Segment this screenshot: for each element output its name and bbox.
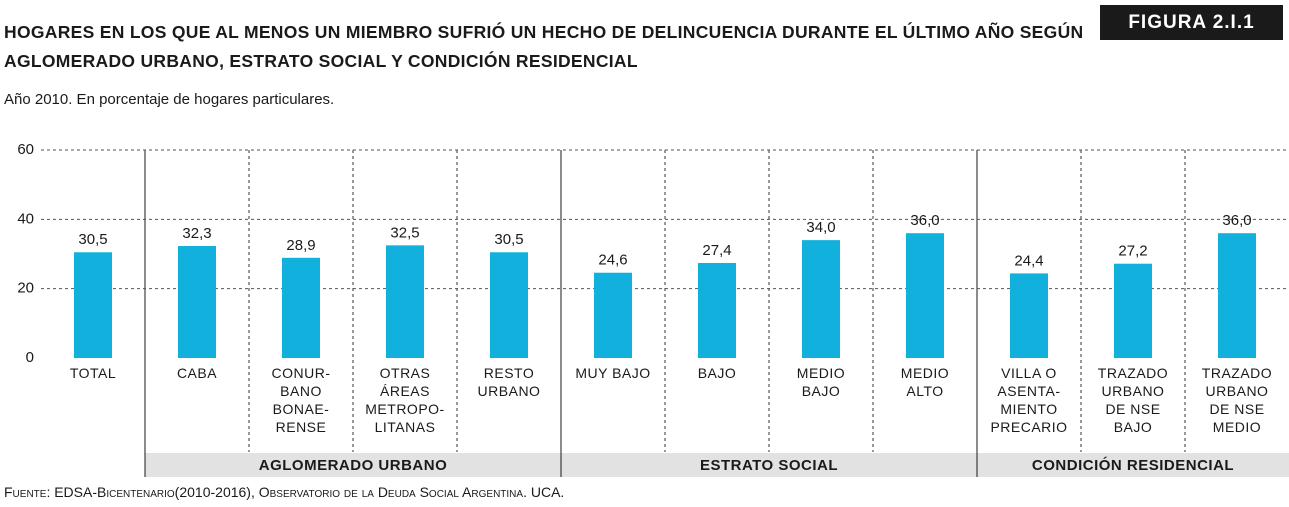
y-tick-label: 40 — [17, 210, 34, 227]
value-label: 27,2 — [1118, 243, 1147, 260]
x-tick-label: TRAZADO URBANO DE NSE BAJO — [1097, 365, 1169, 435]
value-label: 34,0 — [806, 219, 835, 236]
x-tick-label: MUY BAJO — [575, 365, 651, 381]
source: Fuente: EDSA-Bicentenario(2010-2016), Ob… — [4, 484, 565, 500]
value-label: 24,6 — [598, 252, 627, 269]
x-tick-label: VILLA O ASENTA- MIENTO PRECARIO — [990, 365, 1068, 435]
group-band — [145, 453, 1289, 477]
bar — [906, 233, 944, 358]
bar — [594, 272, 632, 358]
value-label: 32,3 — [182, 225, 211, 242]
value-label: 27,4 — [702, 242, 731, 259]
value-label: 36,0 — [910, 212, 939, 229]
group-label: ESTRATO SOCIAL — [700, 457, 838, 474]
x-tick-label: CONUR- BANO BONAE- RENSE — [271, 365, 331, 435]
value-label: 30,5 — [494, 231, 523, 248]
x-tick-label: RESTO URBANO — [477, 365, 541, 399]
subtitle: Año 2010. En porcentaje de hogares parti… — [4, 91, 335, 108]
value-label: 28,9 — [286, 237, 315, 254]
bar — [178, 246, 216, 358]
y-tick-label: 0 — [26, 349, 34, 366]
value-label: 24,4 — [1014, 252, 1043, 269]
bar — [386, 245, 424, 358]
bar — [490, 252, 528, 358]
value-label: 36,0 — [1222, 212, 1251, 229]
bar — [1114, 263, 1152, 358]
bar — [802, 240, 840, 358]
x-tick-label: MEDIO BAJO — [796, 365, 846, 399]
bar — [1218, 233, 1256, 358]
x-tick-label: TOTAL — [69, 365, 117, 381]
chart-title: HOGARES EN LOS QUE AL MENOS UN MIEMBRO S… — [4, 22, 1084, 71]
bar — [1010, 273, 1048, 358]
x-tick-label: MEDIO ALTO — [900, 365, 950, 399]
bar — [74, 252, 112, 358]
x-tick-label: OTRAS ÁREAS METROPO- LITANAS — [365, 365, 445, 435]
bar — [698, 263, 736, 358]
value-label: 32,5 — [390, 224, 419, 241]
bar — [282, 257, 320, 358]
value-label: 30,5 — [78, 231, 107, 248]
y-tick-label: 60 — [17, 141, 34, 158]
group-label: AGLOMERADO URBANO — [259, 457, 448, 474]
group-label: CONDICIÓN RESIDENCIAL — [1032, 456, 1234, 474]
x-tick-label: CABA — [176, 365, 218, 381]
x-tick-label: TRAZADO URBANO DE NSE MEDIO — [1201, 365, 1273, 435]
y-tick-label: 20 — [17, 280, 34, 297]
figure-label: FIGURA 2.I.1 — [1100, 5, 1283, 40]
x-tick-label: BAJO — [697, 365, 737, 381]
